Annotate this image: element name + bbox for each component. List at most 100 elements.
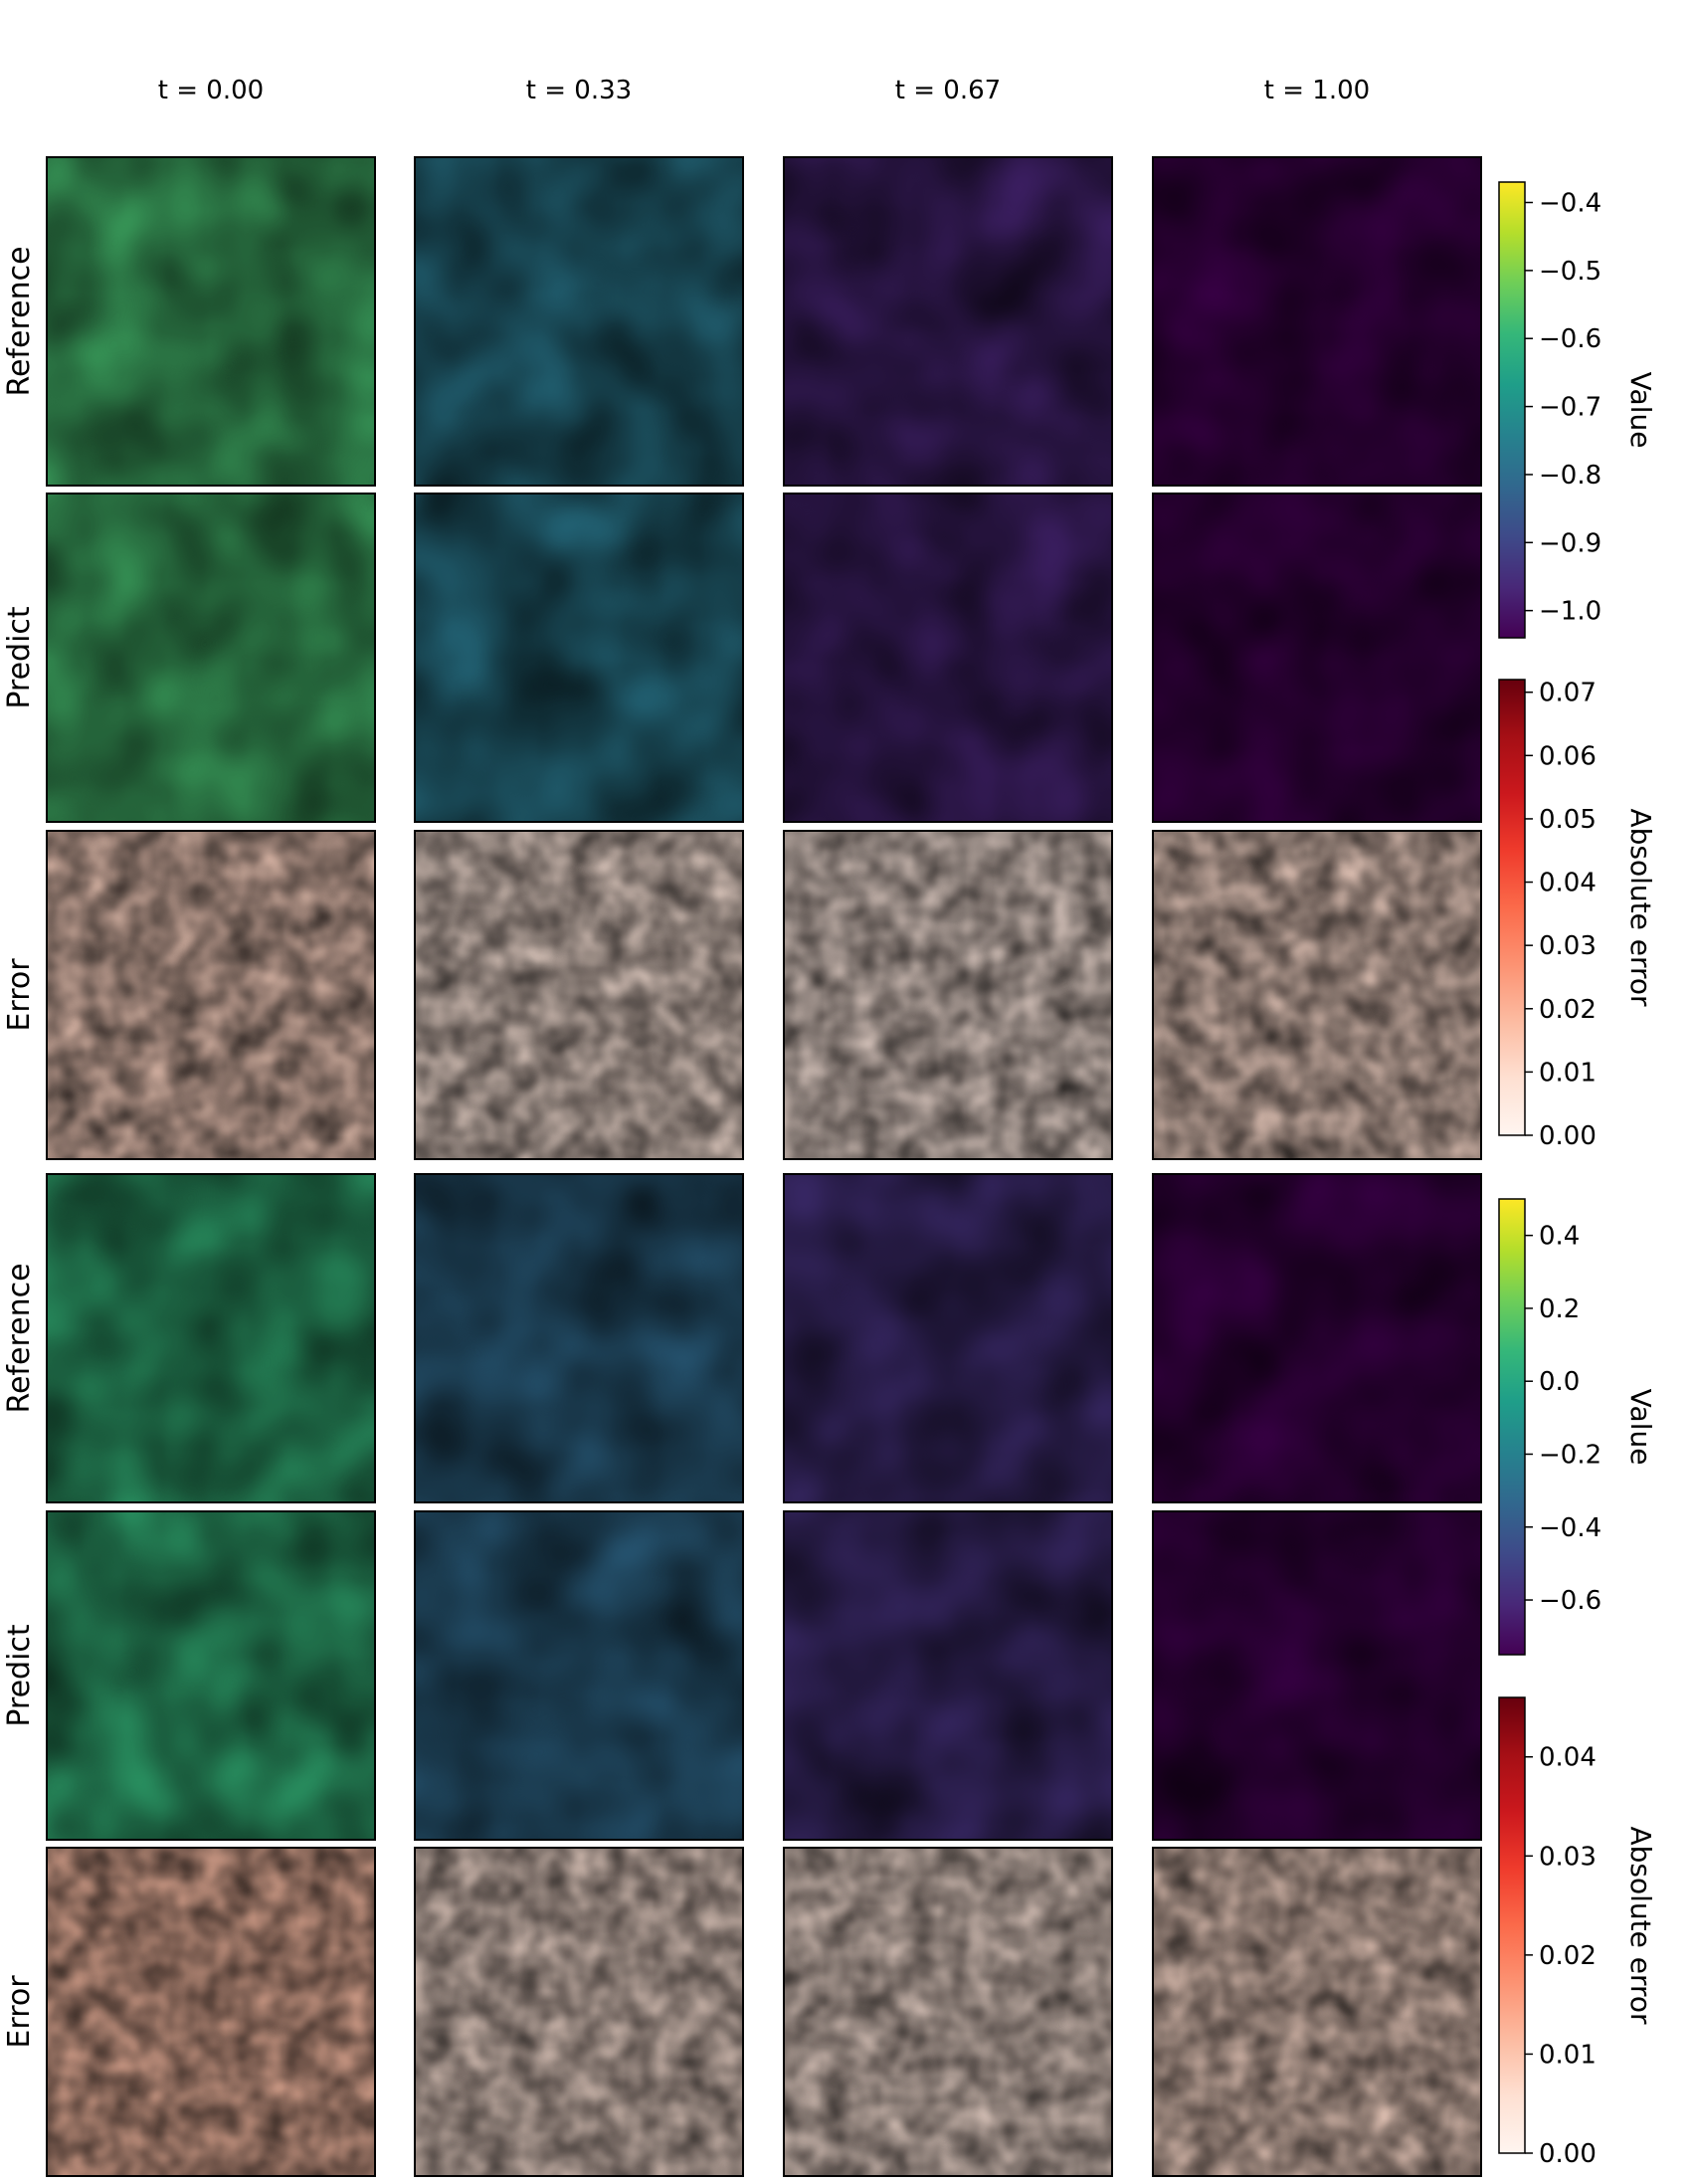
colorbar-tick-label: 0.03 <box>1539 1842 1597 1872</box>
panel-frame <box>414 156 744 487</box>
error-heatmap-panel <box>783 830 1113 1160</box>
reference-heatmap-panel <box>783 1173 1113 1503</box>
panel-texture <box>415 831 743 1159</box>
panel-texture <box>1153 1511 1481 1840</box>
panel-texture <box>1153 157 1481 486</box>
error-heatmap-panel <box>783 1847 1113 2177</box>
error-heatmap-panel <box>1152 1847 1482 2177</box>
predict-heatmap-panel <box>414 1510 744 1841</box>
colorbar-label: Absolute error <box>1624 808 1657 1007</box>
reference-heatmap-panel <box>414 1173 744 1503</box>
panel-texture <box>415 1511 743 1840</box>
colorbar-tick-label: −1.0 <box>1539 597 1601 627</box>
predict-heatmap-panel <box>414 493 744 823</box>
reference-heatmap-panel <box>46 156 376 487</box>
colorbar-label: Absolute error <box>1624 1826 1657 2025</box>
panel-texture <box>784 1174 1112 1502</box>
panel-frame <box>1152 1847 1482 2177</box>
panel-texture <box>784 157 1112 486</box>
heatmap-panels <box>46 156 1482 2177</box>
colorbar-tick-label: 0.06 <box>1539 741 1597 771</box>
panel-frame <box>783 1510 1113 1841</box>
panel-texture <box>415 1848 743 2176</box>
panel-texture <box>784 494 1112 822</box>
error-heatmap-panel <box>46 1847 376 2177</box>
panel-frame <box>414 493 744 823</box>
panel-frame <box>414 1847 744 2177</box>
panel-frame <box>1152 1173 1482 1503</box>
colorbar-tick-label: −0.6 <box>1539 324 1601 354</box>
panel-frame <box>1152 493 1482 823</box>
error-heatmap-panel <box>414 1847 744 2177</box>
panel-texture <box>1153 1174 1481 1502</box>
reference-heatmap-panel <box>783 156 1113 487</box>
colorbar-gradient <box>1498 181 1526 639</box>
colorbars: −0.4−0.5−0.6−0.7−0.8−0.9−1.0Value0.070.0… <box>1498 181 1657 2169</box>
panel-texture <box>784 831 1112 1159</box>
panel-texture <box>47 1511 375 1840</box>
panel-texture <box>415 157 743 486</box>
row-label: Predict <box>2 606 37 709</box>
predict-heatmap-panel <box>783 1510 1113 1841</box>
panel-frame <box>1152 830 1482 1160</box>
panel-texture <box>47 1174 375 1502</box>
row-label: Reference <box>2 246 37 396</box>
panel-frame <box>46 1847 376 2177</box>
colorbar-tick-label: 0.0 <box>1539 1367 1580 1397</box>
row-label: Predict <box>2 1624 37 1727</box>
panel-frame <box>783 830 1113 1160</box>
column-titles: t = 0.00 t = 0.33 t = 0.67 t = 1.00 <box>158 76 1370 105</box>
predict-heatmap-panel <box>46 1510 376 1841</box>
panel-texture <box>1153 1848 1481 2176</box>
colorbar-tick-label: −0.6 <box>1539 1586 1601 1616</box>
panel-texture <box>415 494 743 822</box>
colorbar-tick-label: 0.01 <box>1539 2040 1597 2070</box>
value-colorbar: −0.4 −0.5 −0.6 −0.7 −0.8 −0.9 −1.0 Value <box>1498 181 1657 639</box>
colorbar-label: Value <box>1624 1389 1657 1466</box>
colorbar-tick-label: 0.07 <box>1539 679 1597 708</box>
colorbar-tick-label: 0.04 <box>1539 869 1597 898</box>
reference-heatmap-panel <box>414 156 744 487</box>
column-title: t = 0.00 <box>158 76 264 105</box>
error-heatmap-panel <box>46 830 376 1160</box>
panel-texture <box>1153 494 1481 822</box>
reference-heatmap-panel <box>46 1173 376 1503</box>
panel-frame <box>414 1510 744 1841</box>
value-colorbar: 0.4 0.2 0.0 −0.2 −0.4 −0.6 Value <box>1498 1198 1657 1656</box>
colorbar-tick-label: 0.02 <box>1539 995 1597 1025</box>
panel-frame <box>414 1173 744 1503</box>
predict-heatmap-panel <box>1152 1510 1482 1841</box>
colorbar-tick-label: 0.02 <box>1539 1941 1597 1971</box>
colorbar-tick-label: 0.05 <box>1539 805 1597 835</box>
row-label: Reference <box>2 1263 37 1413</box>
colorbar-tick-label: −0.2 <box>1539 1440 1601 1470</box>
panel-texture <box>47 494 375 822</box>
colorbar-label: Value <box>1624 372 1657 449</box>
colorbar-tick-label: 0.00 <box>1539 1121 1597 1151</box>
column-title: t = 1.00 <box>1264 76 1370 105</box>
panel-texture <box>47 157 375 486</box>
panel-frame <box>46 493 376 823</box>
panel-texture <box>415 1174 743 1502</box>
colorbar-tick-label: −0.5 <box>1539 257 1601 287</box>
panel-frame <box>46 1510 376 1841</box>
predict-heatmap-panel <box>46 493 376 823</box>
colorbar-tick-label: 0.01 <box>1539 1058 1597 1088</box>
colorbar-tick-label: 0.4 <box>1539 1222 1580 1252</box>
row-label: Error <box>2 1975 37 2049</box>
colorbar-tick-label: −0.9 <box>1539 528 1601 558</box>
error-colorbar: 0.07 0.06 0.05 0.04 0.03 0.02 0.01 0.00 Absolute… <box>1498 679 1657 1151</box>
column-title: t = 0.33 <box>526 76 632 105</box>
panel-frame <box>1152 156 1482 487</box>
colorbar-tick-label: −0.4 <box>1539 1513 1601 1543</box>
colorbar-tick-label: 0.00 <box>1539 2139 1597 2169</box>
panel-texture <box>47 1848 375 2176</box>
panel-frame <box>783 1173 1113 1503</box>
row-labels: Reference Predict Error Reference Predict Err… <box>2 246 37 2048</box>
panel-frame <box>414 830 744 1160</box>
reference-heatmap-panel <box>1152 1173 1482 1503</box>
colorbar-tick-label: −0.7 <box>1539 393 1601 423</box>
reference-heatmap-panel <box>1152 156 1482 487</box>
panel-texture <box>784 1511 1112 1840</box>
